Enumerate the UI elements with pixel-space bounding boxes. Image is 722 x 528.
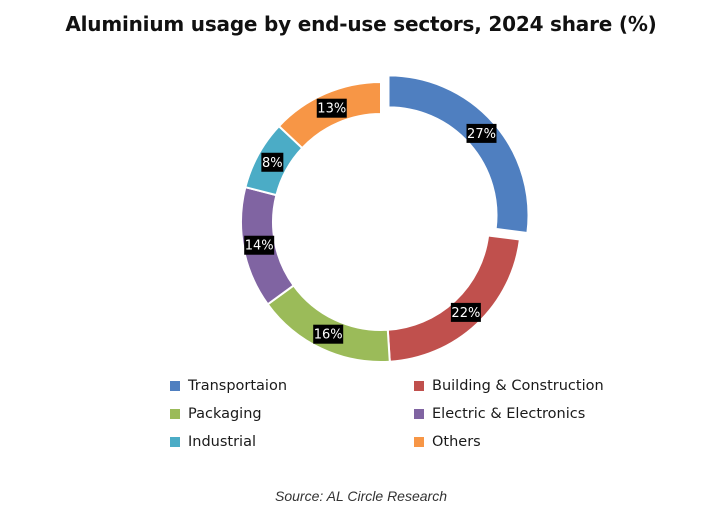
legend-swatch bbox=[414, 380, 424, 391]
donut-slices bbox=[240, 74, 530, 363]
svg-text:16%: 16% bbox=[314, 328, 343, 343]
legend-item-building-and-construction: Building & Construction bbox=[414, 376, 650, 395]
data-label-industrial: 8% bbox=[261, 152, 284, 172]
legend-item-electric-and-electronics: Electric & Electronics bbox=[414, 404, 650, 423]
legend-item-others: Others bbox=[414, 432, 650, 451]
data-label-packaging: 16% bbox=[313, 324, 344, 344]
svg-text:22%: 22% bbox=[451, 306, 480, 321]
slice-building-and-construction bbox=[386, 234, 522, 363]
chart-title: Aluminium usage by end-use sectors, 2024… bbox=[65, 12, 657, 36]
legend-label: Building & Construction bbox=[432, 377, 604, 394]
chart-legend: Transportaion Building & Construction Pack… bbox=[170, 376, 650, 451]
slice-transportaion bbox=[387, 74, 530, 235]
svg-text:8%: 8% bbox=[262, 156, 283, 171]
data-label-others: 13% bbox=[316, 98, 347, 118]
legend-label: Packaging bbox=[188, 405, 262, 422]
legend-item-transportaion: Transportaion bbox=[170, 376, 414, 395]
data-label-electric-and-electronics: 14% bbox=[244, 235, 275, 255]
slice-packaging bbox=[266, 284, 391, 363]
svg-text:14%: 14% bbox=[245, 239, 274, 254]
data-label-building-and-construction: 22% bbox=[450, 302, 481, 322]
svg-text:27%: 27% bbox=[467, 127, 496, 142]
legend-label: Industrial bbox=[188, 433, 257, 450]
legend-item-industrial: Industrial bbox=[170, 432, 414, 451]
legend-label: Transportaion bbox=[188, 377, 288, 394]
legend-label: Electric & Electronics bbox=[432, 405, 586, 422]
legend-item-packaging: Packaging bbox=[170, 404, 414, 423]
data-label-transportaion: 27% bbox=[466, 123, 497, 143]
legend-swatch bbox=[414, 436, 424, 447]
legend-swatch bbox=[414, 408, 424, 419]
data-labels: 27% 22% 16% 14% 8% 13% bbox=[244, 98, 497, 344]
legend-swatch bbox=[170, 436, 180, 447]
legend-swatch bbox=[170, 380, 180, 391]
legend-label: Others bbox=[432, 433, 481, 450]
legend-swatch bbox=[170, 408, 180, 419]
source-note: Source: AL Circle Research bbox=[275, 488, 447, 504]
svg-text:13%: 13% bbox=[317, 102, 346, 117]
